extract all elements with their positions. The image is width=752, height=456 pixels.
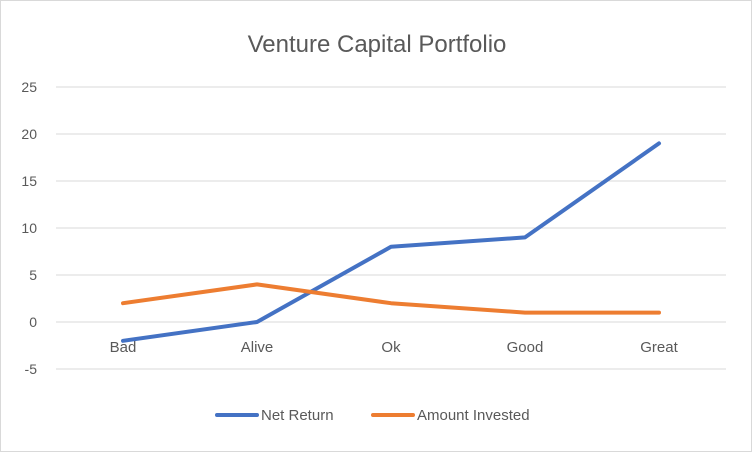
y-axis-tick-labels: -5 0 5 10 15 20 25 — [21, 79, 37, 377]
series-line-1 — [121, 282, 661, 315]
legend: Net Return Amount Invested — [215, 407, 530, 424]
series-lines — [121, 141, 661, 343]
x-axis: Bad Alive Ok Good Great — [110, 339, 679, 356]
legend-label: Net Return — [261, 407, 334, 424]
chart-title: Venture Capital Portfolio — [248, 31, 507, 58]
y-tick-label: 25 — [21, 79, 37, 95]
gridlines — [56, 86, 726, 370]
x-tick-label: Ok — [381, 339, 401, 356]
legend-label: Amount Invested — [417, 407, 530, 424]
x-tick-label: Alive — [241, 339, 274, 356]
y-tick-label: 5 — [29, 267, 37, 283]
x-tick-label: Good — [507, 339, 544, 356]
y-tick-label: 10 — [21, 220, 37, 236]
series-line-0 — [121, 141, 661, 343]
y-tick-label: 15 — [21, 173, 37, 189]
y-tick-label: -5 — [25, 361, 38, 377]
x-tick-label: Great — [640, 339, 678, 356]
y-tick-label: 20 — [21, 126, 37, 142]
y-tick-label: 0 — [29, 314, 37, 330]
x-tick-label: Bad — [110, 339, 137, 356]
